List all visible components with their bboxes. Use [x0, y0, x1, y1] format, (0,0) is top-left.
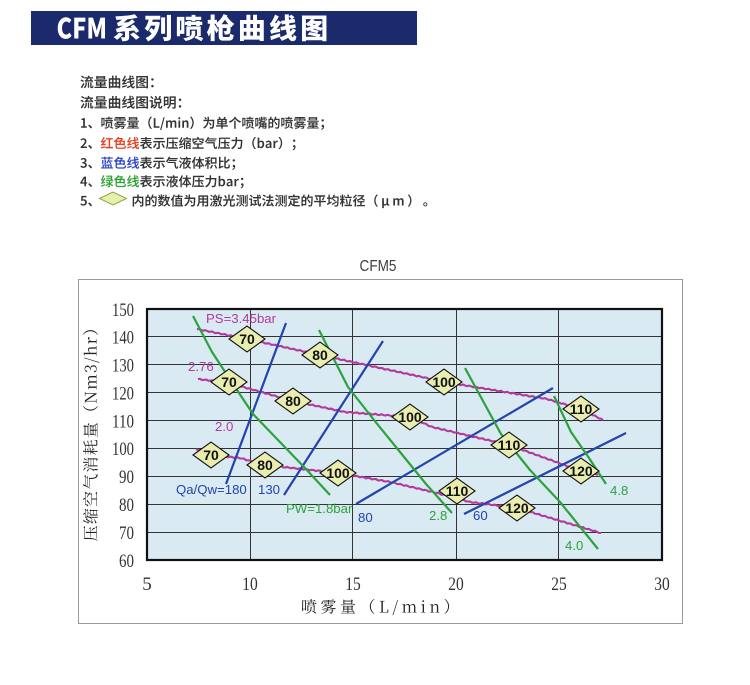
svg-text:100: 100: [326, 465, 350, 481]
svg-text:120: 120: [569, 463, 593, 479]
svg-text:PW=1.8bar: PW=1.8bar: [286, 501, 353, 516]
svg-text:80: 80: [285, 393, 301, 409]
svg-text:Qa/Qw=180: Qa/Qw=180: [176, 482, 247, 497]
svg-text:120: 120: [112, 384, 134, 405]
svg-text:10: 10: [242, 574, 258, 595]
svg-text:70: 70: [239, 331, 255, 347]
svg-text:110: 110: [498, 437, 521, 453]
svg-text:60: 60: [473, 508, 488, 523]
svg-text:80: 80: [312, 347, 328, 363]
svg-text:2.76: 2.76: [188, 359, 214, 374]
svg-text:80: 80: [257, 457, 273, 473]
svg-text:150: 150: [112, 300, 134, 321]
svg-text:4.0: 4.0: [565, 538, 583, 553]
svg-text:2.8: 2.8: [429, 508, 447, 523]
svg-text:110: 110: [446, 483, 469, 499]
svg-text:90: 90: [119, 467, 134, 488]
svg-text:5: 5: [142, 574, 152, 595]
svg-text:70: 70: [119, 523, 134, 544]
svg-text:20: 20: [448, 574, 464, 595]
svg-text:130: 130: [112, 356, 134, 377]
svg-text:70: 70: [221, 374, 237, 390]
svg-text:110: 110: [570, 401, 593, 417]
svg-text:140: 140: [112, 328, 134, 349]
svg-text:100: 100: [432, 374, 456, 390]
svg-text:120: 120: [505, 500, 529, 516]
svg-text:25: 25: [551, 574, 567, 595]
svg-text:60: 60: [119, 551, 134, 572]
svg-text:2.0: 2.0: [215, 419, 233, 434]
svg-text:100: 100: [112, 439, 134, 460]
svg-text:4.8: 4.8: [610, 483, 628, 498]
svg-text:100: 100: [398, 409, 422, 425]
svg-text:15: 15: [345, 574, 361, 595]
svg-text:80: 80: [119, 495, 134, 516]
svg-text:130: 130: [258, 482, 280, 497]
svg-text:80: 80: [358, 510, 373, 525]
svg-text:70: 70: [203, 447, 219, 463]
svg-text:30: 30: [654, 574, 670, 595]
svg-text:CFM5: CFM5: [360, 258, 397, 275]
svg-text:110: 110: [112, 411, 134, 432]
svg-text:PS=3.45bar: PS=3.45bar: [206, 311, 277, 326]
